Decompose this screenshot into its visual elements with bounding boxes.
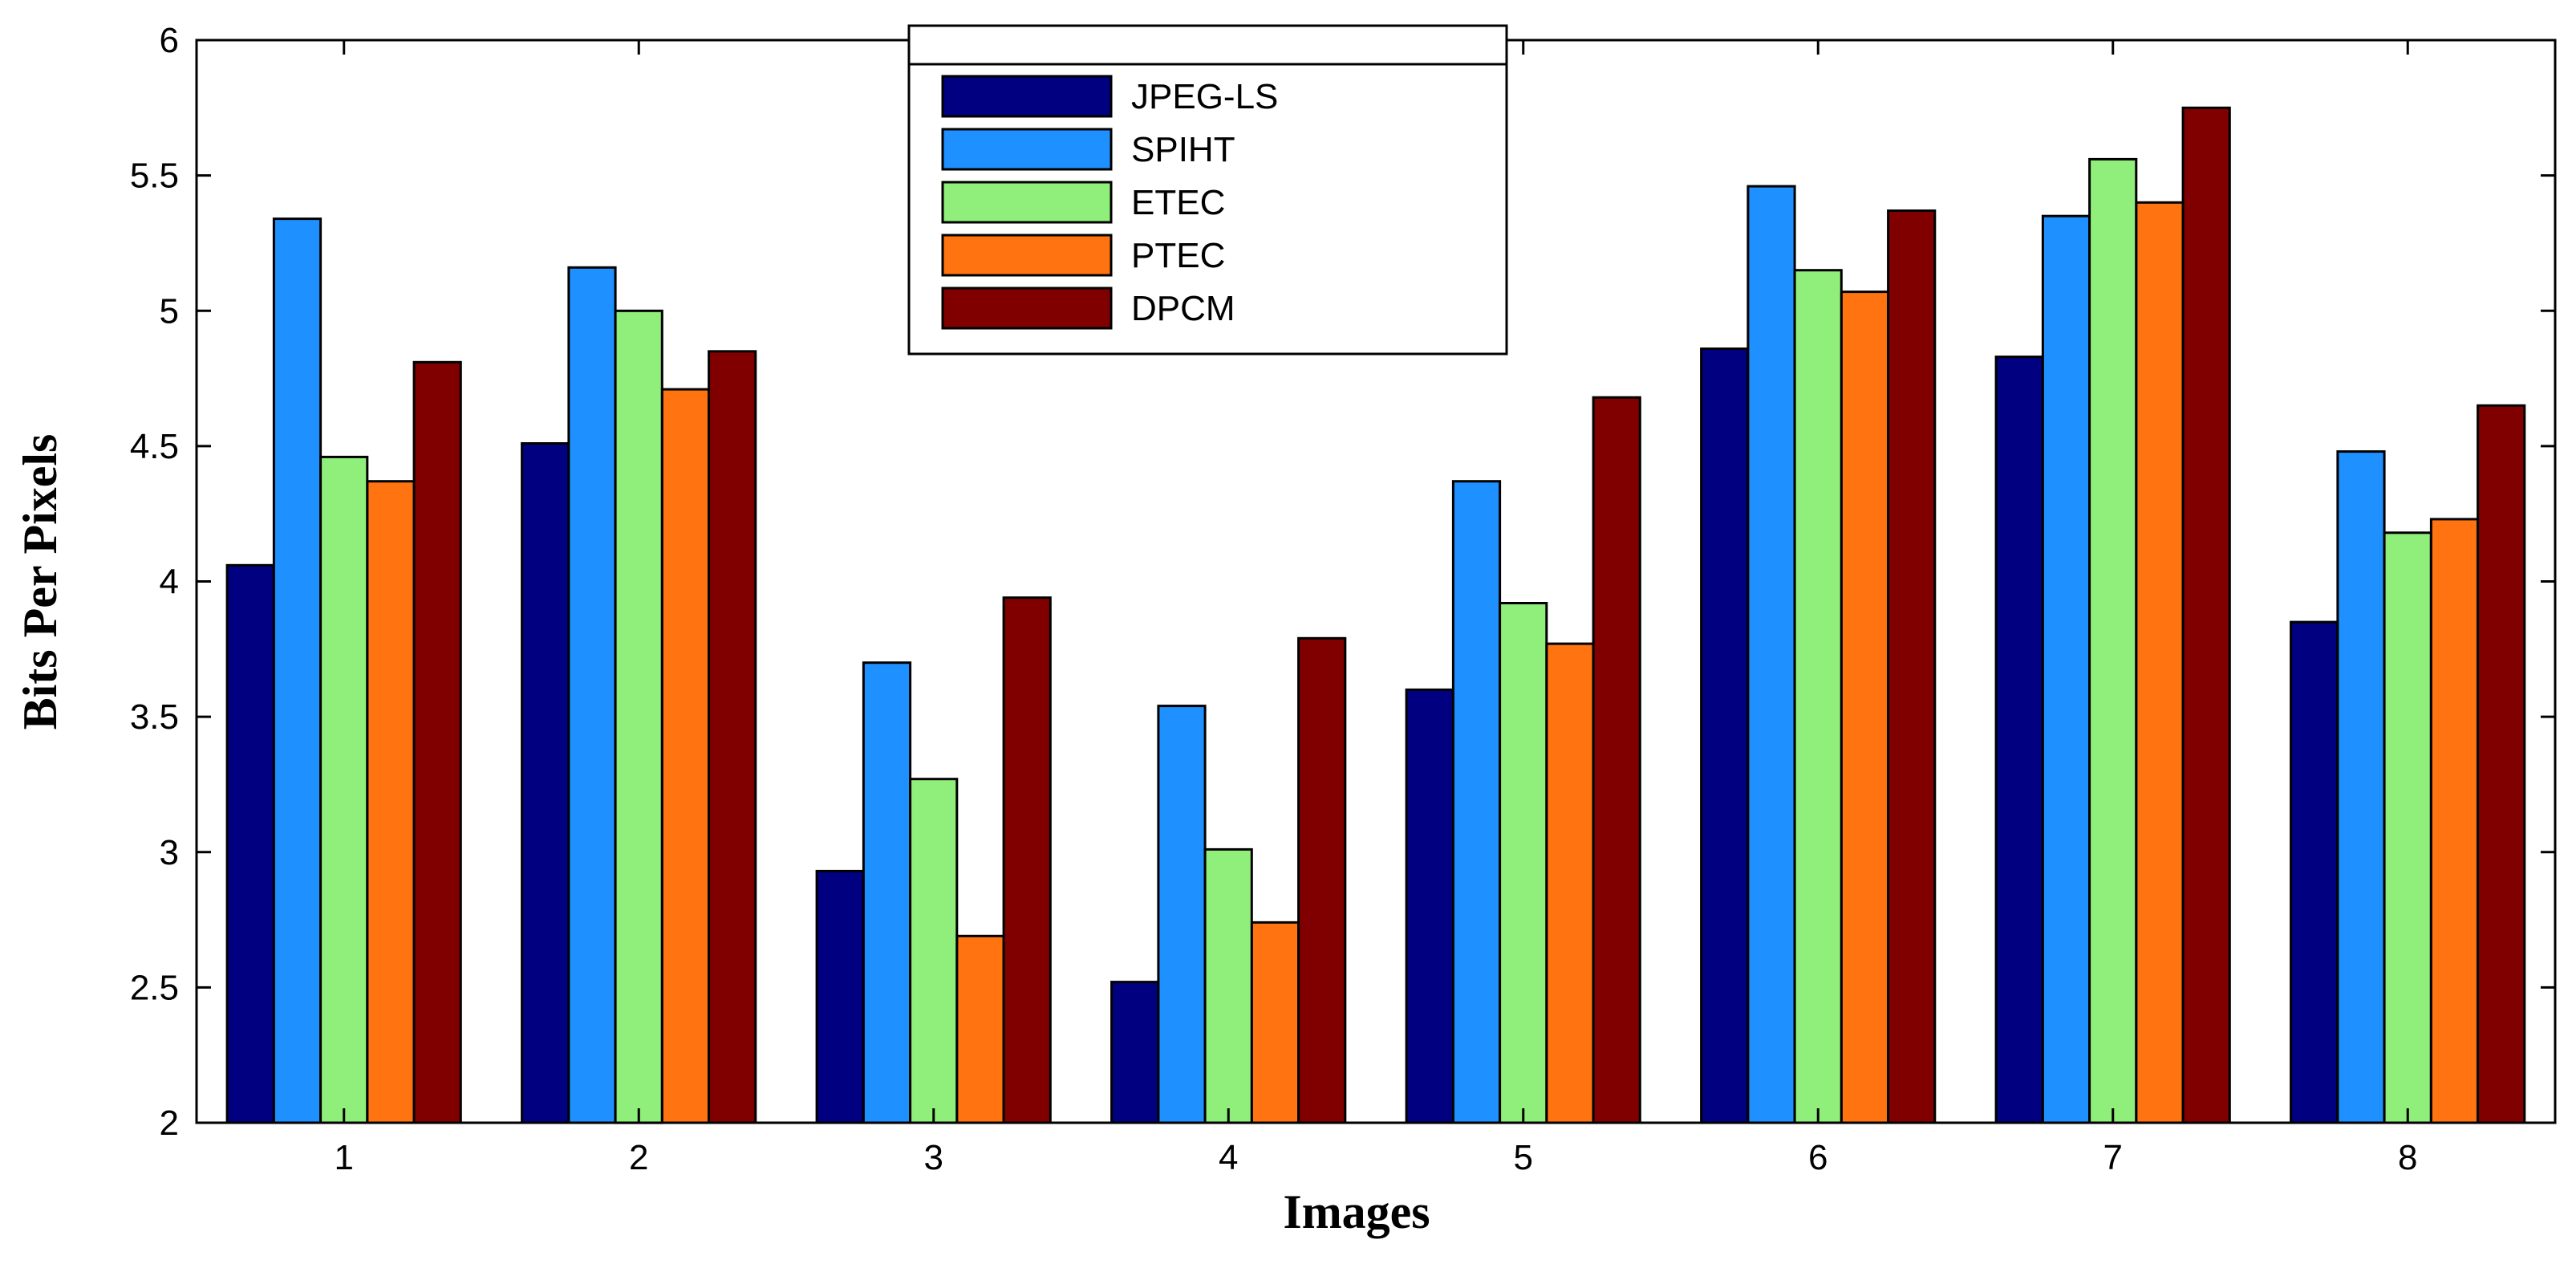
bar-jpeg-ls-image-4 <box>1110 981 1160 1124</box>
bar-ptec-image-6 <box>1840 291 1890 1124</box>
legend-label-etec: ETEC <box>1131 183 1225 222</box>
y-tick-label: 2 <box>160 1103 179 1143</box>
bar-jpeg-ls-image-7 <box>1994 356 2044 1124</box>
bar-spiht-image-1 <box>272 217 323 1124</box>
bar-jpeg-ls-image-8 <box>2290 620 2339 1124</box>
bar-spiht-image-6 <box>1746 185 1796 1124</box>
bar-etec-image-6 <box>1793 269 1843 1124</box>
x-tick-label: 7 <box>2103 1138 2123 1177</box>
bar-dpcm-image-1 <box>412 360 462 1124</box>
x-tick-label: 6 <box>1808 1138 1828 1177</box>
y-tick-label: 5.5 <box>130 156 179 196</box>
y-tick-label: 4 <box>160 563 179 602</box>
bar-ptec-image-8 <box>2429 518 2480 1124</box>
bar-etec-image-7 <box>2088 157 2138 1124</box>
x-tick-label: 4 <box>1219 1138 1238 1177</box>
bar-spiht-image-4 <box>1157 705 1207 1124</box>
bar-ptec-image-3 <box>955 934 1005 1124</box>
bar-etec-image-5 <box>1499 602 1548 1124</box>
bar-spiht-image-7 <box>2041 214 2091 1124</box>
bar-etec-image-1 <box>319 455 369 1124</box>
bar-jpeg-ls-image-6 <box>1700 347 1750 1124</box>
bar-jpeg-ls-image-3 <box>815 869 865 1124</box>
legend-swatch-ptec <box>941 234 1113 277</box>
bar-jpeg-ls-image-5 <box>1405 688 1454 1124</box>
bar-spiht-image-8 <box>2336 450 2386 1124</box>
y-tick-label: 3 <box>160 833 179 872</box>
y-tick-label: 5 <box>160 291 179 331</box>
bar-dpcm-image-8 <box>2477 404 2526 1124</box>
x-axis: 1 2 3 4 5 6 7 8 <box>335 40 2417 1177</box>
bar-spiht-image-5 <box>1451 480 1502 1124</box>
bar-dpcm-image-6 <box>1887 209 1937 1124</box>
bar-etec-image-3 <box>909 778 959 1124</box>
bar-ptec-image-1 <box>366 480 416 1124</box>
y-axis: 2 2.5 3 3.5 4 4.5 5 5.5 6 <box>130 21 2555 1143</box>
legend-label-dpcm: DPCM <box>1131 289 1235 328</box>
bar-dpcm-image-7 <box>2181 106 2231 1124</box>
x-tick-label: 3 <box>924 1138 943 1177</box>
legend-label-jpeg-ls: JPEG-LS <box>1131 77 1278 116</box>
x-axis-title: Images <box>1283 1185 1430 1238</box>
bar-ptec-image-5 <box>1545 642 1595 1124</box>
bar-dpcm-image-5 <box>1592 396 1641 1124</box>
bar-ptec-image-7 <box>2135 201 2185 1124</box>
bar-jpeg-ls-image-1 <box>225 563 275 1124</box>
bar-dpcm-image-3 <box>1002 596 1052 1124</box>
bar-jpeg-ls-image-2 <box>521 442 570 1124</box>
legend: JPEG-LS SPIHT ETEC PTEC DPCM <box>907 24 1508 356</box>
bars-group <box>225 106 2526 1124</box>
x-tick-label: 5 <box>1514 1138 1533 1177</box>
y-axis-title: Bits Per Pixels <box>14 434 67 730</box>
y-tick-label: 2.5 <box>130 968 179 1007</box>
bar-ptec-image-2 <box>660 388 711 1124</box>
legend-swatch-dpcm <box>941 287 1113 330</box>
bar-spiht-image-2 <box>567 266 617 1124</box>
legend-swatch-jpeg-ls <box>941 75 1113 118</box>
legend-label-spiht: SPIHT <box>1131 130 1235 169</box>
x-tick-label: 2 <box>629 1138 648 1177</box>
bar-etec-image-8 <box>2383 531 2432 1124</box>
x-tick-label: 8 <box>2398 1138 2417 1177</box>
legend-swatch-spiht <box>941 128 1113 171</box>
legend-label-ptec: PTEC <box>1131 236 1225 275</box>
bar-etec-image-2 <box>614 309 663 1124</box>
bar-spiht-image-3 <box>862 661 912 1124</box>
bar-dpcm-image-2 <box>708 350 757 1124</box>
legend-swatch-etec <box>941 181 1113 224</box>
bar-ptec-image-4 <box>1250 921 1300 1124</box>
y-tick-label: 3.5 <box>130 697 179 737</box>
bar-etec-image-4 <box>1203 847 1253 1124</box>
y-tick-label: 6 <box>160 21 179 60</box>
bar-dpcm-image-4 <box>1297 636 1347 1124</box>
x-tick-label: 1 <box>335 1138 354 1177</box>
y-tick-label: 4.5 <box>130 427 179 466</box>
